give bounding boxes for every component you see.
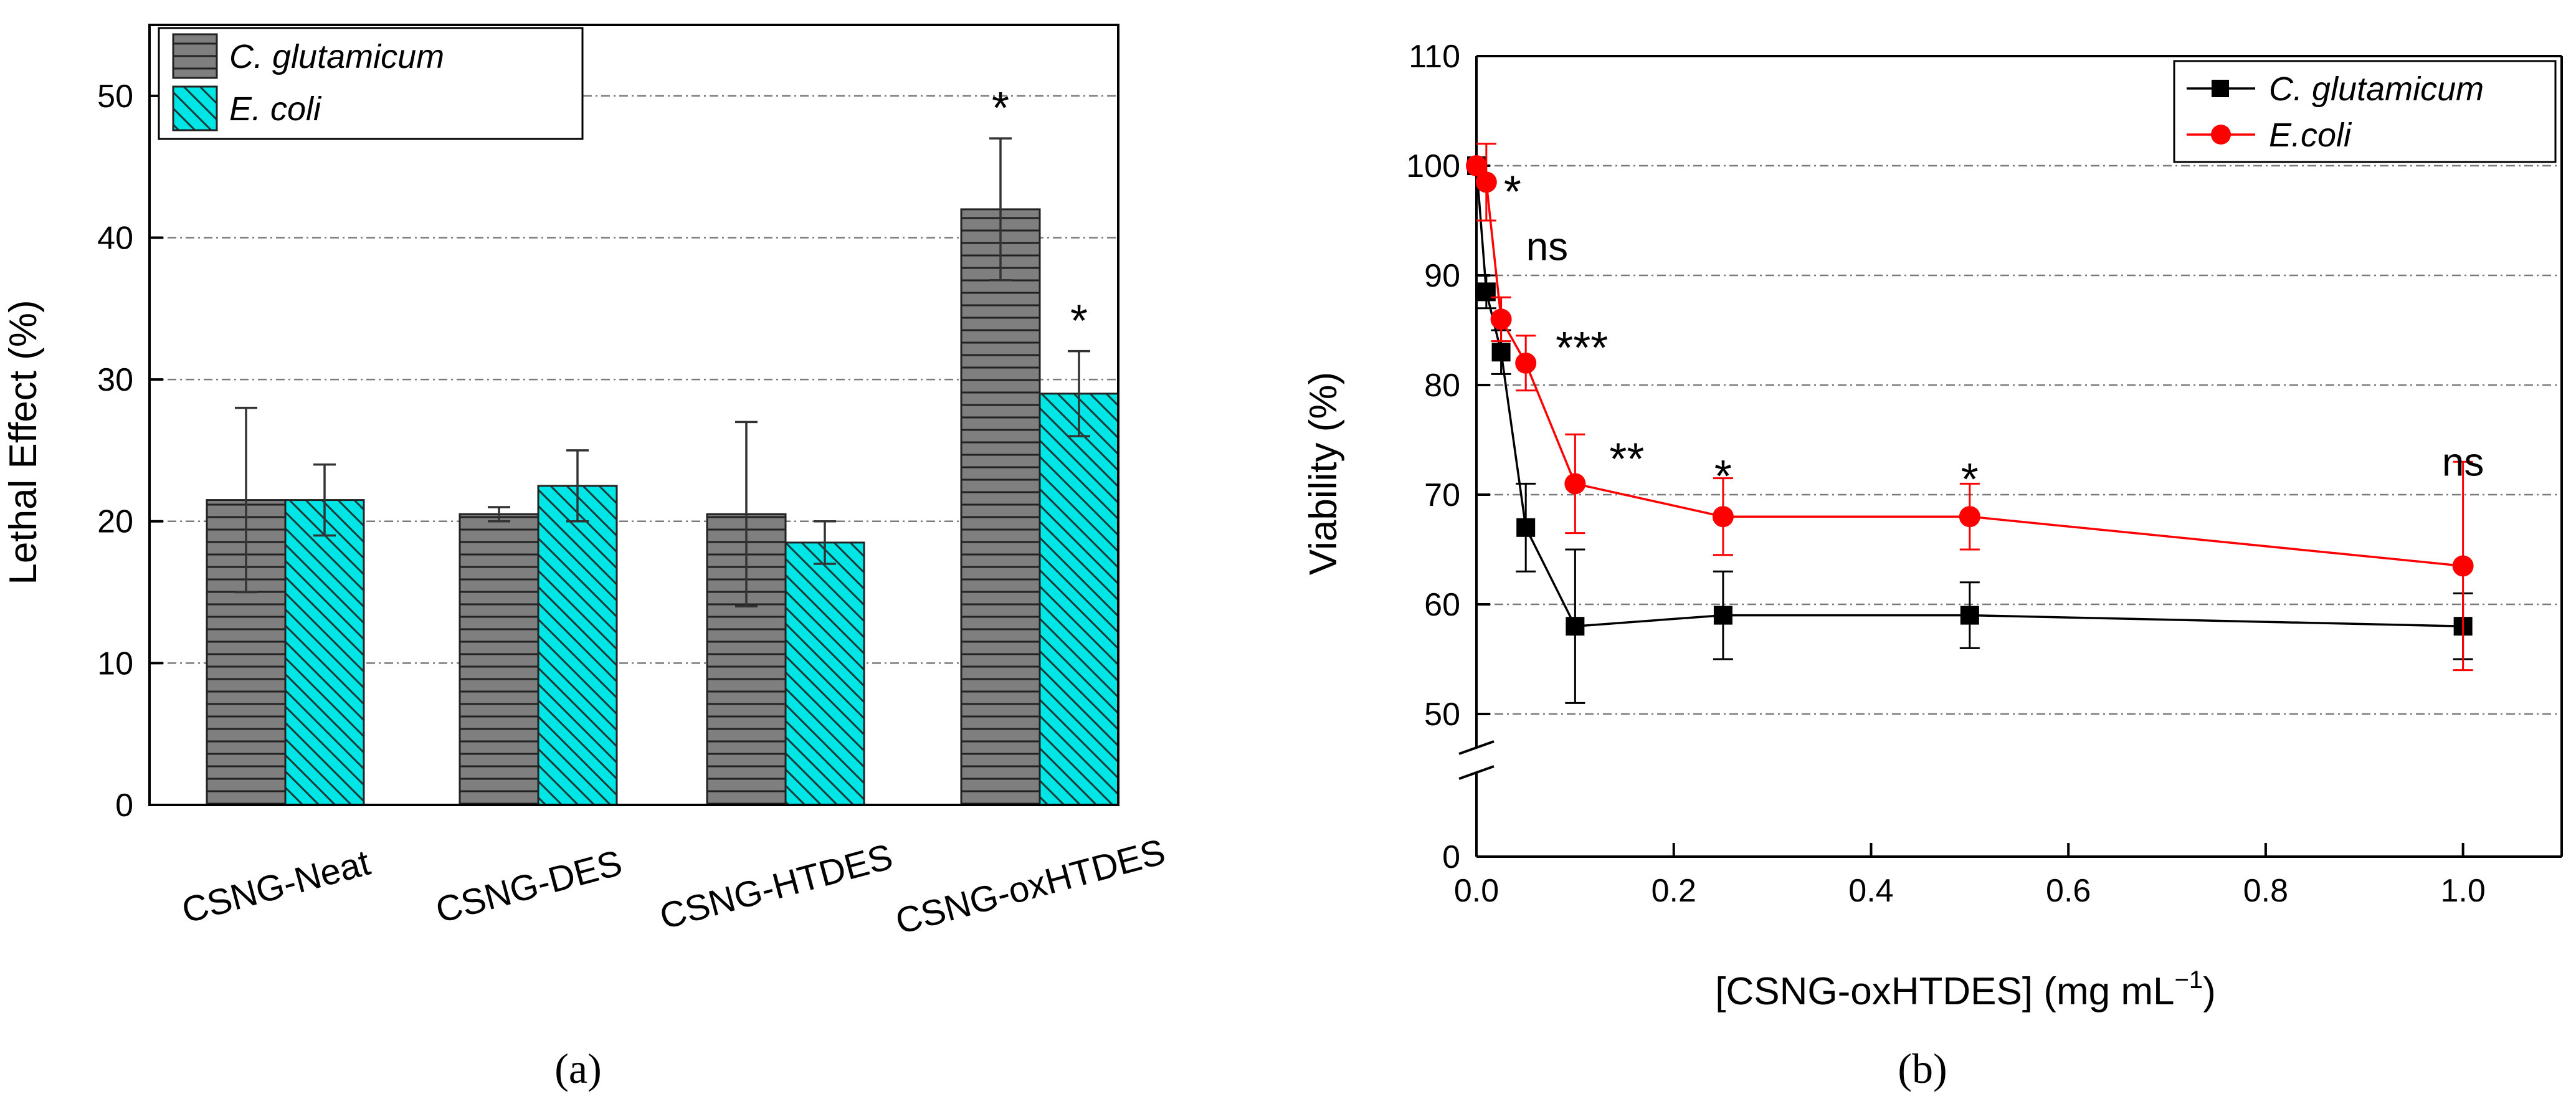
a-category-label: CSNG-DES: [432, 842, 627, 931]
b-data-point: [1712, 506, 1734, 528]
b-y-tick-labels: 0 50 60 70 80 90 100 110: [1406, 39, 1460, 875]
b-data-point: [1476, 282, 1496, 302]
a-bars: **: [206, 83, 1119, 806]
a-category-label: CSNG-oxHTDES: [891, 831, 1169, 942]
b-x-axis-label: [CSNG-oxHTDES] (mg mL−1): [1715, 966, 2215, 1013]
b-data-point: [1713, 606, 1732, 625]
b-series: [1466, 143, 2474, 704]
b-y-tick-label: 70: [1424, 477, 1460, 513]
a-category-label: CSNG-HTDES: [655, 836, 896, 937]
b-data-point: [1475, 171, 1497, 193]
a-y-tick-label: 10: [97, 645, 133, 682]
b-legend-label: E.coli: [2269, 117, 2352, 154]
b-series-line: [1475, 165, 2463, 568]
a-legend-swatch: [172, 33, 218, 79]
b-y-tick-label: 50: [1424, 697, 1460, 733]
b-panel-label: (b): [1898, 1045, 1947, 1092]
a-legend: C. glutamicum E. coli: [158, 27, 584, 140]
b-data-point: [1491, 343, 1511, 362]
a-y-tick-label: 30: [97, 362, 133, 398]
b-significance-label: **: [1609, 434, 1644, 484]
b-y-tick-label: 80: [1424, 368, 1460, 404]
a-y-tick-label: 50: [97, 78, 133, 115]
a-y-tick-label: 0: [115, 787, 133, 824]
b-axis-break-mark: [1458, 740, 1495, 755]
b-series-line: [1475, 165, 2463, 628]
b-legend-marker: [2211, 125, 2231, 145]
b-legend: C. glutamicum E.coli: [2173, 60, 2557, 163]
b-x-tick-labels: 0.0 0.2 0.4 0.6 0.8 1.0: [1454, 873, 2486, 909]
a-bar: [784, 541, 865, 806]
b-x-axis-label-main: [CSNG-oxHTDES] (mg mL: [1715, 970, 2174, 1013]
a-panel-label: (a): [554, 1045, 601, 1092]
a-y-tick-labels: 0 10 20 30 40 50: [97, 78, 133, 824]
a-legend-swatch: [172, 85, 218, 131]
b-y-tick-label: 0: [1442, 839, 1460, 875]
b-data-point: [2452, 555, 2474, 577]
a-error-bar: [814, 520, 836, 565]
a-legend-label: E. coli: [229, 90, 322, 128]
b-significance-label: ns: [1526, 224, 1569, 269]
a-bar: [960, 208, 1041, 806]
a-significance-label: *: [1070, 297, 1088, 346]
a-error-bar: [1068, 350, 1090, 437]
b-legend-label: C. glutamicum: [2269, 70, 2484, 108]
a-error-bar: [989, 137, 1012, 282]
b-y-axis-label: Viability (%): [1302, 372, 1345, 575]
b-x-tick-label: 0.2: [1652, 873, 1696, 909]
b-legend-marker: [2212, 80, 2229, 97]
b-significance-label: ***: [1556, 323, 1608, 373]
b-data-point: [1960, 606, 1979, 625]
b-y-tick-label: 100: [1406, 148, 1460, 184]
a-legend-box: [158, 27, 584, 140]
b-x-tick-label: 0.4: [1848, 873, 1893, 909]
a-axes: [148, 24, 1119, 806]
b-x-tick-label: 0.0: [1454, 873, 1499, 909]
b-significance-label: *: [1714, 452, 1732, 502]
a-legend-label: C. glutamicum: [229, 38, 444, 75]
b-x-tick-label: 0.8: [2243, 873, 2288, 909]
a-plot-frame: [148, 24, 1119, 806]
b-y-tick-label: 90: [1424, 258, 1460, 294]
a-y-tick-label: 40: [97, 220, 133, 256]
b-x-axis-label-exponent: −1: [2174, 966, 2203, 994]
b-y-tick-label: 110: [1409, 39, 1460, 75]
a-bar: [1038, 392, 1119, 806]
a-y-axis-label: Lethal Effect (%): [2, 300, 45, 584]
a-category-label: CSNG-Neat: [178, 842, 374, 931]
a-error-bar: [488, 506, 510, 523]
b-axis-break-mark: [1458, 765, 1495, 780]
a-bar: [459, 513, 539, 806]
b-data-point: [1564, 473, 1586, 495]
a-error-bar: [735, 421, 758, 608]
a-error-bar: [566, 449, 589, 523]
b-x-tick-label: 0.6: [2046, 873, 2091, 909]
b-annotations: *ns***** * * ns: [1504, 167, 2484, 505]
b-legend-box: [2173, 60, 2557, 163]
a-error-bar: [235, 406, 257, 594]
b-significance-label: *: [1504, 167, 1521, 217]
a-bar: [284, 499, 365, 806]
b-data-point: [1515, 352, 1537, 374]
b-data-point: [1490, 308, 1512, 330]
b-data-point: [1516, 518, 1536, 537]
a-y-tick-label: 20: [97, 504, 133, 540]
b-data-point: [1959, 506, 1980, 528]
b-data-point: [1466, 155, 1487, 176]
a-error-bar: [313, 463, 336, 537]
b-x-axis-label-close: ): [2203, 970, 2216, 1013]
b-x-tick-label: 1.0: [2440, 873, 2485, 909]
a-significance-label: *: [992, 83, 1009, 133]
b-y-tick-label: 60: [1424, 587, 1460, 623]
b-significance-label: ns: [2442, 439, 2484, 484]
a-bar: [537, 485, 618, 806]
b-significance-label: *: [1961, 455, 1979, 505]
b-data-point: [1566, 617, 1585, 636]
